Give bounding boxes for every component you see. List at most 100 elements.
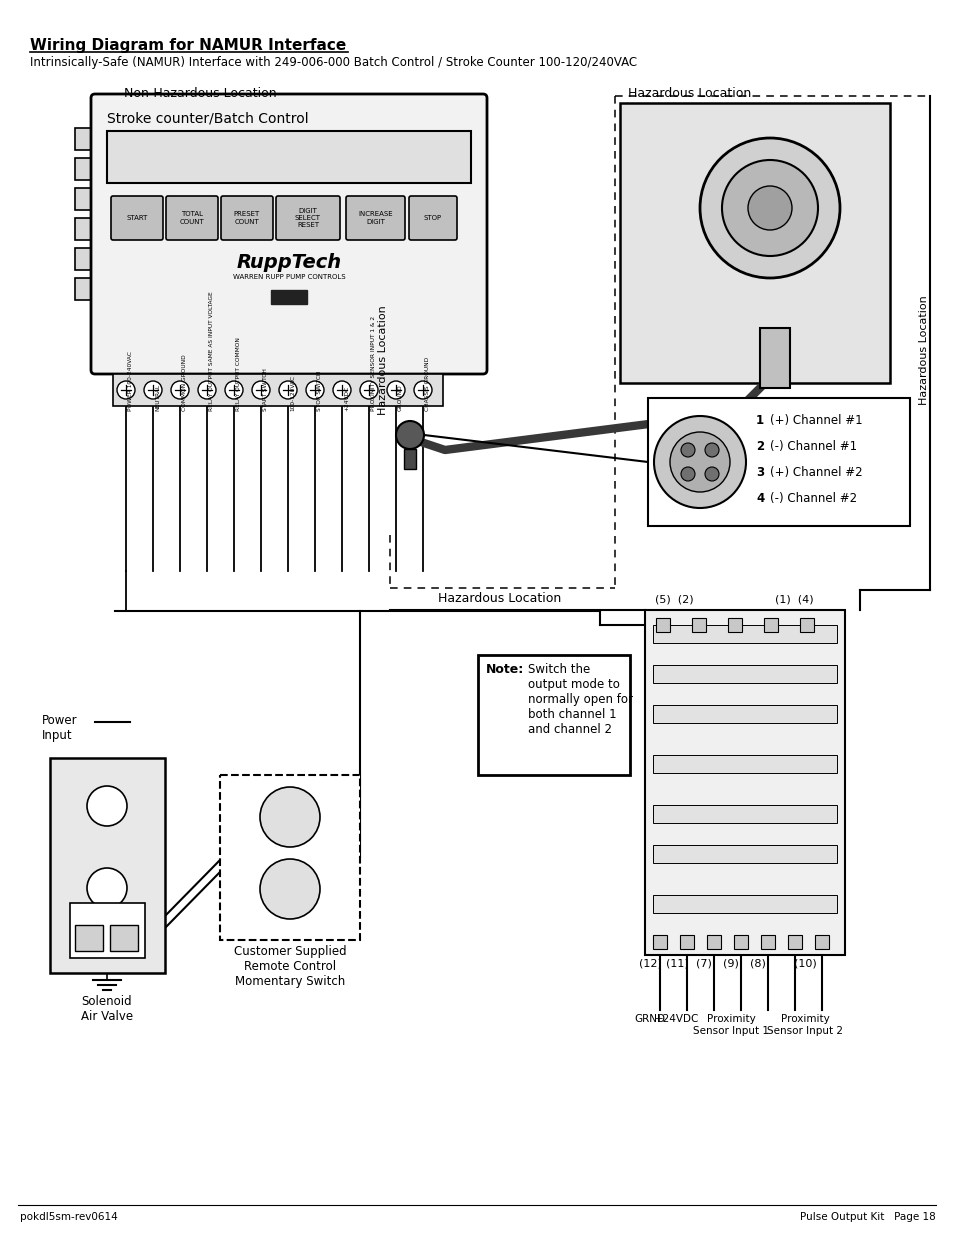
Text: 4: 4 (755, 492, 763, 505)
Circle shape (747, 186, 791, 230)
FancyBboxPatch shape (91, 94, 486, 374)
Bar (110, 925, 138, 951)
Bar (727, 618, 741, 632)
Text: 100-120VAC: 100-120VAC (290, 375, 294, 411)
Bar (112, 374, 442, 406)
Circle shape (654, 416, 745, 508)
Text: Stroke counter/Batch Control: Stroke counter/Batch Control (107, 112, 309, 126)
Circle shape (704, 467, 719, 480)
Circle shape (359, 382, 377, 399)
Bar (814, 935, 828, 948)
Bar (75, 248, 95, 270)
Circle shape (260, 787, 319, 847)
Text: WARREN RUPP PUMP CONTROLS: WARREN RUPP PUMP CONTROLS (233, 274, 345, 280)
Text: 1: 1 (755, 414, 763, 427)
Circle shape (333, 382, 351, 399)
Bar (619, 103, 889, 383)
Bar (763, 618, 778, 632)
Text: Pulse Output Kit   Page 18: Pulse Output Kit Page 18 (800, 1212, 935, 1221)
Circle shape (669, 432, 729, 492)
Circle shape (171, 382, 189, 399)
Text: Note:: Note: (485, 663, 524, 676)
Text: STOP SWITCH: STOP SWITCH (316, 370, 322, 411)
Text: ( + ): ( + ) (108, 909, 131, 919)
Text: Hazardous Location: Hazardous Location (918, 295, 928, 405)
Text: CHASSIS GROUND: CHASSIS GROUND (424, 357, 430, 411)
Circle shape (225, 382, 243, 399)
Bar (220, 776, 359, 940)
Circle shape (87, 785, 127, 826)
Bar (652, 755, 836, 773)
Bar (800, 618, 813, 632)
Bar (652, 705, 836, 722)
Bar (652, 895, 836, 913)
Text: START SWITCH: START SWITCH (263, 368, 268, 411)
Circle shape (395, 421, 423, 450)
Text: INCREASE
DIGIT: INCREASE DIGIT (357, 211, 393, 225)
Bar (652, 625, 836, 643)
Bar (477, 655, 629, 776)
Text: 2: 2 (755, 440, 763, 453)
Text: PROXIMITY SENSOR INPUT 1 & 2: PROXIMITY SENSOR INPUT 1 & 2 (371, 316, 375, 411)
Bar (652, 935, 666, 948)
Text: RELAY OUTPUT SAME AS INPUT VOLTAGE: RELAY OUTPUT SAME AS INPUT VOLTAGE (209, 291, 213, 411)
Bar (271, 290, 307, 304)
Bar (733, 935, 747, 948)
Bar (107, 131, 471, 183)
Circle shape (117, 382, 135, 399)
Bar (652, 805, 836, 823)
Bar (691, 618, 705, 632)
Circle shape (306, 382, 324, 399)
Text: TOTAL
COUNT: TOTAL COUNT (179, 211, 204, 225)
Text: Hazardous Location: Hazardous Location (438, 592, 561, 605)
Text: NEUTRAL: NEUTRAL (154, 384, 160, 411)
Bar (75, 925, 103, 951)
Circle shape (260, 860, 319, 919)
Text: Wiring Diagram for NAMUR Interface: Wiring Diagram for NAMUR Interface (30, 38, 346, 53)
Text: (9): (9) (722, 960, 739, 969)
Circle shape (700, 138, 840, 278)
Bar (50, 758, 165, 973)
Bar (760, 329, 789, 388)
Text: Power
Input: Power Input (42, 714, 77, 742)
Text: (11): (11) (665, 960, 688, 969)
Text: RELAY OUTPUT COMMON: RELAY OUTPUT COMMON (235, 337, 241, 411)
Circle shape (87, 868, 127, 908)
Text: START: START (126, 215, 148, 221)
Circle shape (680, 443, 695, 457)
Bar (647, 398, 909, 526)
Bar (75, 158, 95, 180)
Text: GROUND: GROUND (397, 384, 402, 411)
Text: (8): (8) (749, 960, 765, 969)
Bar (75, 278, 95, 300)
Text: (-) Channel #1: (-) Channel #1 (769, 440, 856, 453)
Bar (75, 128, 95, 149)
Text: POWER 100-240VAC: POWER 100-240VAC (128, 351, 132, 411)
Text: (+) Channel #2: (+) Channel #2 (769, 466, 862, 479)
Text: (12): (12) (638, 960, 660, 969)
Bar (70, 903, 145, 958)
Circle shape (198, 382, 215, 399)
Circle shape (144, 382, 162, 399)
FancyBboxPatch shape (111, 196, 163, 240)
Bar (706, 935, 720, 948)
Text: (7): (7) (696, 960, 711, 969)
Text: Hazardous Location: Hazardous Location (377, 305, 388, 415)
Bar (75, 219, 95, 240)
Text: 1: 1 (86, 932, 92, 944)
Text: 3: 3 (755, 466, 763, 479)
Circle shape (680, 467, 695, 480)
Bar (652, 845, 836, 863)
Text: (5)  (2): (5) (2) (655, 595, 693, 605)
Bar (75, 188, 95, 210)
Text: RuppTech: RuppTech (236, 253, 341, 272)
Text: Non-Hazardous Location: Non-Hazardous Location (124, 86, 276, 100)
Text: ( - ): ( - ) (78, 909, 96, 919)
Circle shape (387, 382, 405, 399)
Text: Solenoid
Air Valve: Solenoid Air Valve (81, 995, 132, 1023)
Text: pokdl5sm-rev0614: pokdl5sm-rev0614 (20, 1212, 117, 1221)
Text: Switch the
output mode to
normally open for
both channel 1
and channel 2: Switch the output mode to normally open … (527, 663, 633, 736)
Text: Proximity
Sensor Input 2: Proximity Sensor Input 2 (766, 1014, 842, 1036)
Bar (787, 935, 801, 948)
Text: Proximity
Sensor Input 1: Proximity Sensor Input 1 (692, 1014, 768, 1036)
